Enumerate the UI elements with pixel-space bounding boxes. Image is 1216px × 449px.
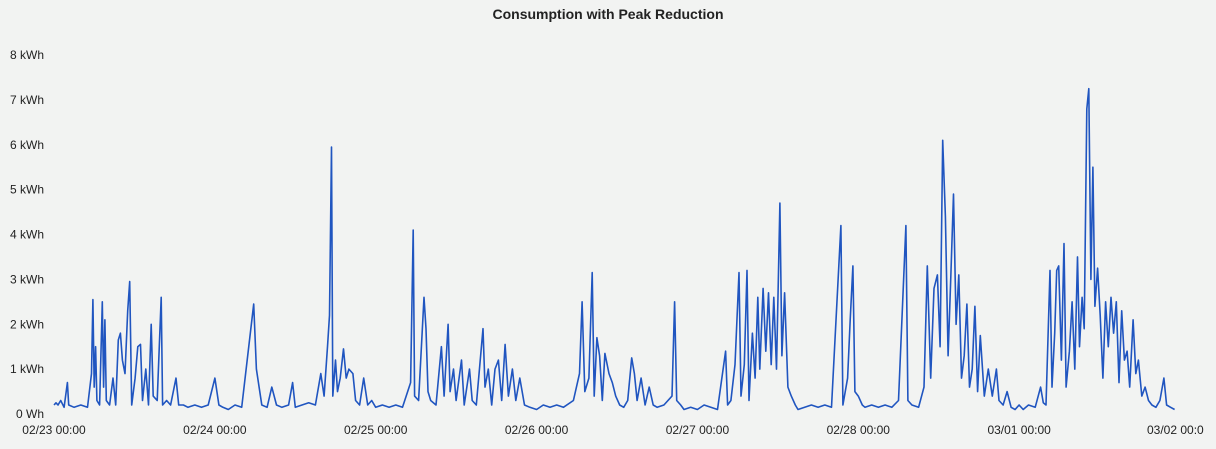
series-layer — [53, 87, 1175, 411]
y-tick-label: 2 kWh — [10, 317, 44, 331]
y-tick-label: 1 kWh — [10, 362, 44, 376]
y-axis: 0 Wh 1 kWh 2 kWh 3 kWh 4 kWh 5 kWh 6 kWh 7 kWh 8… — [10, 48, 44, 421]
chart-title: Consumption with Peak Reduction — [492, 6, 724, 22]
x-tick-label: 03/01 00:00 — [987, 423, 1051, 437]
x-tick-label: 02/27 00:00 — [666, 423, 730, 437]
y-tick-label: 3 kWh — [10, 272, 44, 286]
y-tick-label: 0 Wh — [16, 407, 44, 421]
y-tick-label: 4 kWh — [10, 228, 44, 242]
x-tick-label: 02/28 00:00 — [827, 423, 891, 437]
y-tick-label: 8 kWh — [10, 48, 44, 62]
x-tick-label: 02/24 00:00 — [183, 423, 247, 437]
x-tick-label: 03/02 00:0 — [1147, 423, 1204, 437]
x-tick-label: 02/23 00:00 — [22, 423, 86, 437]
x-tick-label: 02/25 00:00 — [344, 423, 408, 437]
y-tick-label: 6 kWh — [10, 138, 44, 152]
y-tick-label: 5 kWh — [10, 183, 44, 197]
x-tick-label: 02/26 00:00 — [505, 423, 569, 437]
y-tick-label: 7 kWh — [10, 93, 44, 107]
x-axis: 02/23 00:00 02/24 00:00 02/25 00:00 02/26 0… — [22, 423, 1204, 437]
series-line — [53, 87, 1175, 411]
